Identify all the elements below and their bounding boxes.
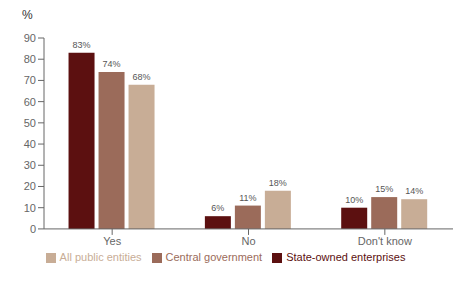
svg-text:15%: 15%	[375, 184, 393, 194]
svg-text:10: 10	[24, 202, 36, 214]
svg-text:10%: 10%	[345, 195, 363, 205]
svg-text:18%: 18%	[269, 178, 287, 188]
svg-text:40: 40	[24, 138, 36, 150]
svg-text:14%: 14%	[405, 186, 423, 196]
svg-text:90: 90	[24, 32, 36, 44]
svg-text:74%: 74%	[103, 59, 121, 69]
svg-text:70: 70	[24, 74, 36, 86]
svg-text:0: 0	[30, 223, 36, 235]
html-text:State-owned enterprises: State-owned enterprises	[286, 250, 406, 263]
svg-text:50: 50	[24, 117, 36, 129]
svg-text:80: 80	[24, 53, 36, 65]
svg-text:6%: 6%	[211, 203, 224, 213]
svg-text:30: 30	[24, 159, 36, 171]
svg-text:20: 20	[24, 180, 36, 192]
svg-text:83%: 83%	[73, 40, 91, 50]
html-text:Central government: Central government	[165, 250, 263, 263]
svg-text:No: No	[241, 235, 255, 247]
svg-text:60: 60	[24, 96, 36, 108]
html-text:All public entities: All public entities	[59, 250, 142, 263]
svg-text:Yes: Yes	[103, 235, 121, 247]
svg-text:68%: 68%	[133, 72, 151, 82]
svg-text:Don't know: Don't know	[358, 235, 412, 247]
svg-text:11%: 11%	[239, 193, 256, 203]
